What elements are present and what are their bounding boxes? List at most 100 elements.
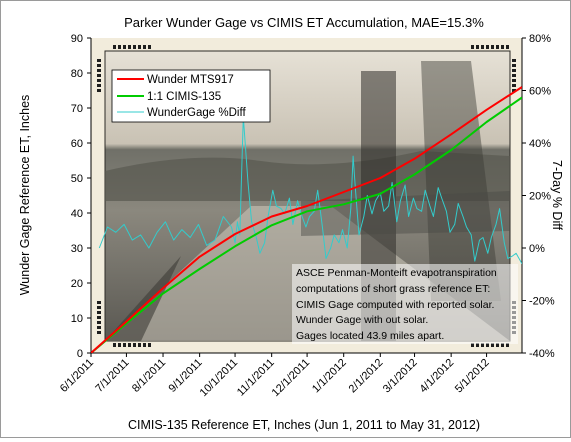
film-hole — [138, 343, 141, 347]
y-tick-label: 90 — [71, 33, 83, 45]
x-tick-label: 6/1/2011 — [58, 357, 96, 395]
y-tick-label: 30 — [71, 243, 83, 255]
film-hole — [148, 343, 151, 347]
film-hole — [97, 331, 101, 334]
film-hole — [512, 74, 516, 77]
x-tick-label: 1/1/2012 — [310, 357, 349, 396]
y2-tick-label: 80% — [529, 33, 551, 45]
film-hole — [97, 74, 101, 77]
film-hole — [512, 69, 516, 72]
y-axis-label: Wunder Gage Reference ET, Inches — [18, 95, 32, 296]
y-ticks-left: 0 10 20 30 40 50 60 70 80 90 — [71, 33, 91, 360]
film-hole — [512, 79, 516, 82]
film-hole — [118, 343, 121, 347]
film-hole — [97, 59, 101, 62]
y-ticks-right: -40% -20% 0% 20% 40% 60% 80% — [522, 33, 555, 360]
y2-tick-label: 60% — [529, 86, 551, 98]
film-hole — [97, 311, 101, 314]
y-tick-label: 10 — [71, 313, 83, 325]
film-hole — [143, 343, 146, 347]
x-tick-label: 8/1/2011 — [130, 357, 168, 395]
film-hole — [128, 343, 131, 347]
x-tick-label: 4/1/2012 — [418, 357, 457, 396]
film-hole — [496, 343, 499, 347]
film-hole — [97, 79, 101, 82]
y2-axis-label: 7-Day % Diff — [550, 160, 564, 230]
legend-label-diff: WunderGage %Diff — [147, 107, 246, 119]
film-hole — [128, 45, 131, 49]
x-tick-label: 12/1/2011 — [270, 357, 313, 400]
x-axis-label: CIMIS-135 Reference ET, Inches (Jun 1, 2… — [128, 418, 480, 432]
film-hole — [486, 343, 489, 347]
film-hole — [113, 45, 116, 49]
film-hole — [143, 45, 146, 49]
y-tick-label: 20 — [71, 278, 83, 290]
film-hole — [501, 343, 504, 347]
x-tick-label: 2/1/2012 — [347, 357, 386, 396]
y2-tick-label: -20% — [529, 296, 555, 308]
film-hole — [148, 45, 151, 49]
film-hole — [97, 326, 101, 329]
film-hole — [506, 45, 509, 49]
annotation: ASCE Penman-Monteift evapotranspiration … — [292, 264, 518, 344]
annotation-line-5: Gages located 43.9 miles apart. — [296, 330, 444, 342]
film-hole — [481, 45, 484, 49]
film-hole — [491, 343, 494, 347]
y-tick-label: 60 — [71, 138, 83, 150]
film-hole — [476, 45, 479, 49]
x-tick-label: 10/1/2011 — [198, 357, 241, 400]
film-hole — [138, 45, 141, 49]
film-hole — [123, 343, 126, 347]
series-line-2 — [98, 116, 522, 265]
y-tick-label: 70 — [71, 103, 83, 115]
legend: Wunder MTS917 1:1 CIMIS-135 WunderGage %… — [111, 69, 271, 123]
y-tick-label: 80 — [71, 68, 83, 80]
film-hole — [97, 89, 101, 92]
film-hole — [512, 89, 516, 92]
x-ticks: 6/1/20117/1/20118/1/20119/1/201110/1/201… — [58, 353, 492, 399]
film-hole — [481, 343, 484, 347]
film-hole — [506, 343, 509, 347]
film-hole — [118, 45, 121, 49]
y-tick-label: 50 — [71, 173, 83, 185]
film-hole — [496, 45, 499, 49]
series-line-0 — [91, 86, 522, 353]
film-hole — [471, 343, 474, 347]
legend-label-cimis: 1:1 CIMIS-135 — [147, 91, 221, 103]
y2-tick-label: 20% — [529, 191, 551, 203]
film-hole — [97, 84, 101, 87]
chart-title: Parker Wunder Gage vs CIMIS ET Accumulat… — [124, 15, 484, 30]
film-hole — [501, 45, 504, 49]
y-tick-label: 40 — [71, 208, 83, 220]
x-tick-label: 5/1/2012 — [453, 357, 492, 396]
film-hole — [133, 45, 136, 49]
annotation-line-1: ASCE Penman-Monteift evapotranspiration — [296, 267, 497, 279]
film-hole — [486, 45, 489, 49]
series-line-1 — [91, 96, 522, 353]
film-hole — [512, 59, 516, 62]
annotation-line-3: CIMIS Gage computed with reported solar. — [296, 299, 494, 311]
film-hole — [113, 343, 116, 347]
film-hole — [97, 316, 101, 319]
y-tick-label: 0 — [77, 348, 83, 360]
film-hole — [97, 306, 101, 309]
annotation-line-2: computations of short grass reference ET… — [296, 283, 490, 295]
film-hole — [133, 343, 136, 347]
film-hole — [471, 45, 474, 49]
film-hole — [123, 45, 126, 49]
film-hole — [476, 343, 479, 347]
y2-tick-label: 40% — [529, 138, 551, 150]
series-layer — [91, 86, 522, 353]
y2-tick-label: -40% — [529, 348, 555, 360]
annotation-line-4: Wunder Gage with out solar. — [296, 314, 428, 326]
film-hole — [97, 64, 101, 67]
film-hole — [97, 321, 101, 324]
film-hole — [491, 45, 494, 49]
film-hole — [97, 69, 101, 72]
legend-label-wunder: Wunder MTS917 — [147, 74, 234, 86]
y2-tick-label: 0% — [529, 243, 545, 255]
film-hole — [97, 301, 101, 304]
film-hole — [512, 64, 516, 67]
